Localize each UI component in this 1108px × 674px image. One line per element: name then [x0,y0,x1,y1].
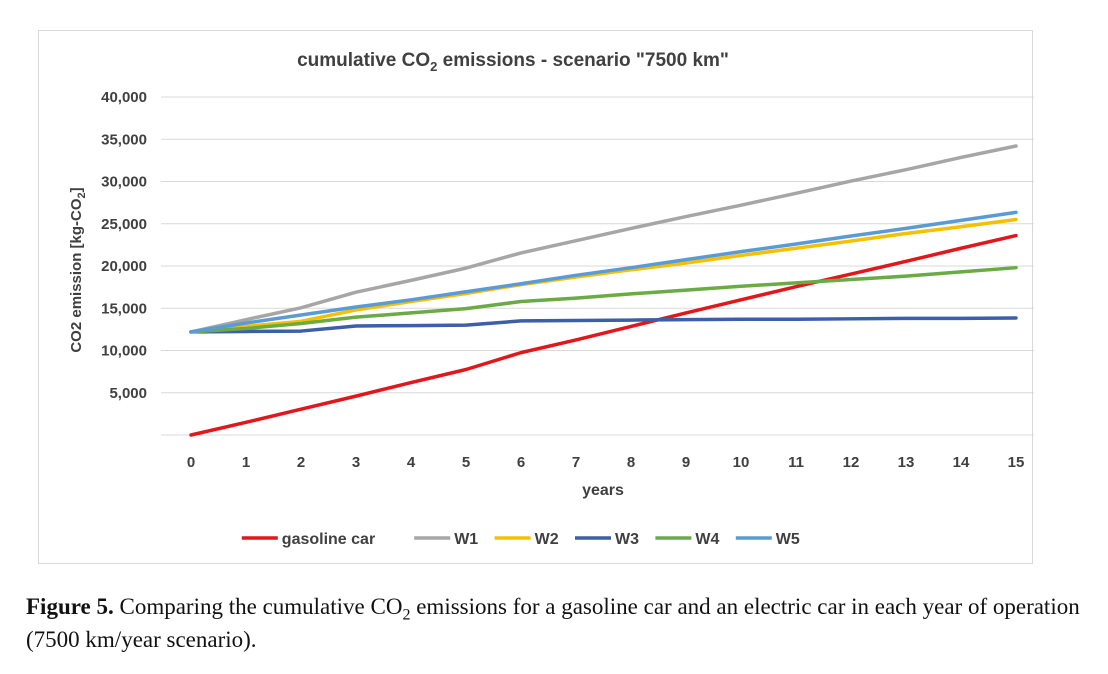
y-tick-label: 25,000 [101,216,147,233]
y-axis-label: CO2 emission [kg-CO2] [68,187,88,352]
y-tick-label: 10,000 [101,343,147,360]
legend-label-w2: W2 [535,531,559,548]
legend-label-w3: W3 [615,531,639,548]
y-tick-label: 20,000 [101,258,147,275]
series-line-w5 [189,210,1018,334]
figure-caption: Figure 5. Comparing the cumulative CO2 e… [26,590,1086,656]
legend-label-w4: W4 [695,531,719,548]
x-tick-label: 7 [572,454,580,471]
x-tick-label: 14 [953,454,970,471]
x-tick-label: 3 [352,454,360,471]
legend-label-w1: W1 [454,531,478,548]
x-tick-label: 10 [733,454,750,471]
legend-label-gasoline-car: gasoline car [282,531,375,548]
caption-subscript: 2 [402,606,411,624]
series-line-w3 [189,316,1018,334]
legend-label-w5: W5 [776,531,800,548]
x-tick-label: 6 [517,454,525,471]
x-tick-label: 11 [788,454,804,471]
figure-label: Figure 5. [26,594,114,619]
y-tick-label: 35,000 [101,131,147,148]
line-chart: cumulative CO2 emissions - scenario "750… [68,50,1044,548]
x-tick-label: 15 [1008,454,1025,471]
x-tick-label: 0 [187,454,195,471]
y-tick-label: 40,000 [101,89,147,106]
chart-frame: cumulative CO2 emissions - scenario "750… [38,30,1044,564]
y-tick-label: 5,000 [109,385,147,402]
x-tick-label: 12 [843,454,860,471]
x-tick-label: 4 [407,454,416,471]
x-tick-label: 8 [627,454,635,471]
y-tick-label: 30,000 [101,174,147,191]
y-tick-label: 15,000 [101,300,147,317]
x-tick-label: 13 [898,454,915,471]
x-tick-label: 1 [242,454,250,471]
x-tick-label: 5 [462,454,470,471]
x-tick-label: 9 [682,454,690,471]
x-axis-label: years [582,482,624,499]
caption-text-before: Comparing the cumulative CO [113,594,403,619]
series-line-w1 [189,144,1018,334]
caption-text-after: emissions for a gasoline car and an elec… [26,594,1080,652]
series-line-w2 [189,217,1018,334]
series-line-w4 [189,265,1018,334]
series-line-gasoline-car [189,233,1018,437]
chart-title: cumulative CO2 emissions - scenario "750… [297,50,729,74]
x-tick-label: 2 [297,454,305,471]
